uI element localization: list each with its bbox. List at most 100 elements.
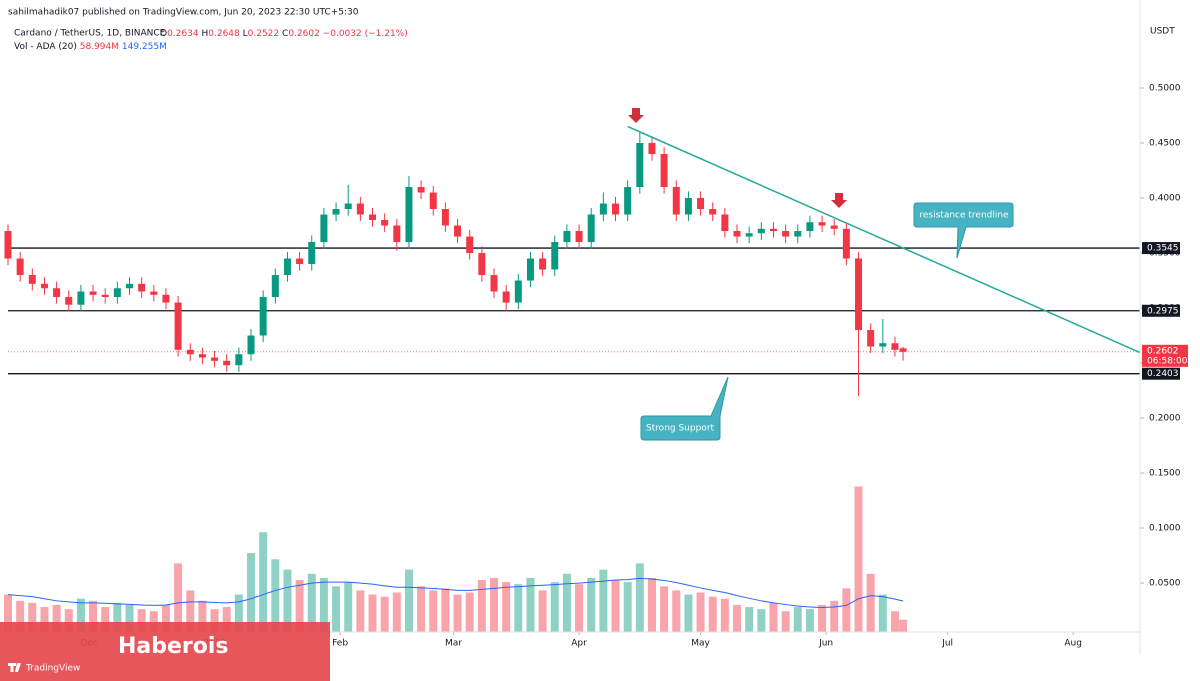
candle-body [283,258,291,276]
volume-bar [781,611,790,632]
plot: 0.05000.10000.15000.20000.25000.30000.35… [4,84,1188,649]
candle-body [53,288,61,298]
candle-body [28,275,36,284]
volume-bar [332,586,341,632]
candle-body [150,291,158,295]
volume-bar [186,590,195,632]
volume-bar [769,602,778,632]
volume-bar [660,586,669,632]
candle-body [794,231,802,237]
x-tick-label: Mar [445,639,462,649]
volume-bar [417,586,426,632]
x-tick-label: Jun [818,639,833,649]
candle-body [502,291,510,303]
watermark: Haberois [118,634,229,659]
volume-bar [635,563,644,632]
candle-body [782,231,790,237]
volume-bar [684,594,693,632]
volume-value: 58.994M [80,42,119,52]
arrow-marker [831,193,847,208]
level-label-box [1142,367,1180,380]
candle-body [757,228,765,234]
ohlc-key: O [160,29,167,39]
volume-bar [502,582,511,632]
volume-bar [40,607,49,632]
level-label-box [1142,242,1180,255]
price-axis-panel [1140,0,1200,681]
volume-bar [174,563,183,632]
callout-box [640,376,729,441]
candle-body [259,297,267,336]
arrow-marker [628,108,644,123]
candle-body [684,198,692,215]
candle-body [356,203,364,215]
trendline [627,125,1141,354]
candle-body [636,143,644,188]
volume-bar [28,602,37,632]
countdown: 06:58:00 [1147,356,1188,366]
volume-bar [52,604,61,632]
x-tick-label: Aug [1064,639,1082,649]
volume-bar [720,598,729,632]
volume-bar [392,592,401,632]
volume-bar [623,582,632,632]
y-tick-label: 0.1000 [1149,524,1181,534]
candle-body [441,209,449,226]
volume-bar [234,594,243,632]
volume-bar [161,604,170,632]
candle-body [842,228,850,259]
ohlc-value: 0.2522 [248,29,280,39]
volume-bar [842,588,851,632]
volume-bar [247,553,256,632]
volume-bar [550,582,559,632]
x-tick-label: Apr [571,639,587,649]
level-label-box [1142,304,1180,317]
logo-icon [8,663,21,672]
ohlc-value: 0.2602 [288,29,320,39]
volume-bar [101,607,110,632]
volume-bar [453,594,462,632]
candle-body [490,275,498,292]
candle-body [648,143,656,155]
candle-body [660,154,668,188]
candle-body [806,222,814,232]
candle-body [612,203,620,215]
candle-body [393,225,401,243]
candle-body [235,354,243,366]
volume-bar [672,590,681,632]
candle-body [247,335,255,355]
candle-body [867,330,875,347]
candle-body [587,214,595,243]
level-label: 0.3545 [1147,244,1179,254]
y-tick-label: 0.5000 [1149,84,1181,94]
level-label: 0.2403 [1147,369,1179,379]
candle-body [697,198,705,210]
candle-body [223,360,231,366]
symbol-title: Cardano / TetherUS, 1D, BINANCE [14,29,166,39]
candle-body [478,253,486,276]
volume-bar [830,600,839,632]
volume-bar [477,580,486,632]
candle-body [211,357,219,361]
candle-body [174,302,182,350]
volume-bar [380,596,389,632]
x-tick-label: May [691,639,710,649]
volume-bar [64,609,73,632]
volume-bar [878,594,887,632]
candle-body [818,222,826,226]
volume-bar [793,607,802,632]
candle-body [369,214,377,221]
candle-body [77,291,85,305]
candle-body [4,231,12,259]
candle-body [320,214,328,243]
candle-body [575,231,583,243]
volume-bar [708,596,717,632]
volume-bar [295,580,304,632]
volume-bar [538,590,547,632]
volume-bar [307,573,316,632]
y-tick-label: 0.4500 [1149,139,1181,149]
candle-body [186,349,194,355]
ohlc-change: −0.0032 (−1.21%) [323,29,408,39]
